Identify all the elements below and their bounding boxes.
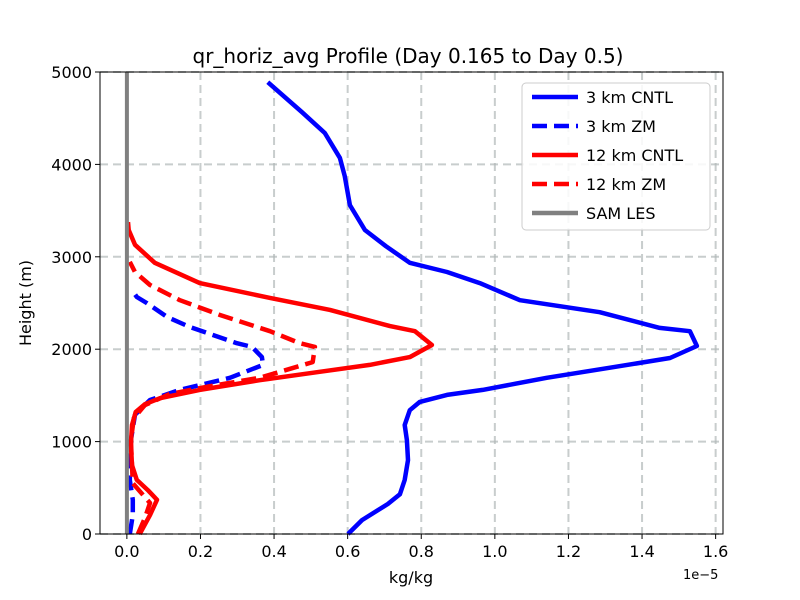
series-line-3-km-zm — [127, 288, 266, 535]
x-tick-label: 0.4 — [261, 542, 286, 561]
series-line-12-km-cntl — [125, 221, 435, 536]
y-axis-label: Height (m) — [16, 260, 35, 346]
series-line-12-km-zm — [127, 260, 318, 535]
y-tick-label: 4000 — [51, 155, 92, 174]
ticks: 0.0 0.2 0.4 0.6 0.8 1.0 1.2 1.4 1.6 0 1000 2000 3000… — [51, 63, 728, 561]
y-tick-label: 3000 — [51, 248, 92, 267]
x-tick-label: 1.2 — [556, 542, 581, 561]
legend: 3 km CNTL 3 km ZM 12 km CNTL 12 km ZM SAM LE… — [521, 82, 711, 231]
legend-label: SAM LES — [586, 204, 655, 223]
x-axis-label: kg/kg — [389, 568, 433, 587]
x-tick-label: 0.2 — [188, 542, 213, 561]
series-group — [124, 72, 700, 536]
x-offset-text: 1e−5 — [683, 568, 718, 583]
series-line-3-km-cntl — [266, 80, 700, 536]
y-tick-label: 1000 — [51, 433, 92, 452]
x-tick-label: 0.6 — [335, 542, 360, 561]
legend-label: 12 km ZM — [586, 175, 666, 194]
x-tick-label: 1.6 — [703, 542, 728, 561]
legend-label: 3 km ZM — [586, 117, 656, 136]
legend-label: 12 km CNTL — [586, 146, 683, 165]
x-tick-label: 0.0 — [114, 542, 139, 561]
x-tick-label: 0.8 — [409, 542, 434, 561]
y-tick-label: 0 — [82, 525, 92, 544]
y-tick-label: 5000 — [51, 63, 92, 82]
plot-frame — [99, 71, 724, 535]
y-tick-label: 2000 — [51, 340, 92, 359]
chart-title: qr_horiz_avg Profile (Day 0.165 to Day 0… — [193, 44, 624, 68]
legend-label: 3 km CNTL — [586, 88, 673, 107]
x-tick-label: 1.4 — [629, 542, 654, 561]
x-tick-label: 1.0 — [482, 542, 507, 561]
